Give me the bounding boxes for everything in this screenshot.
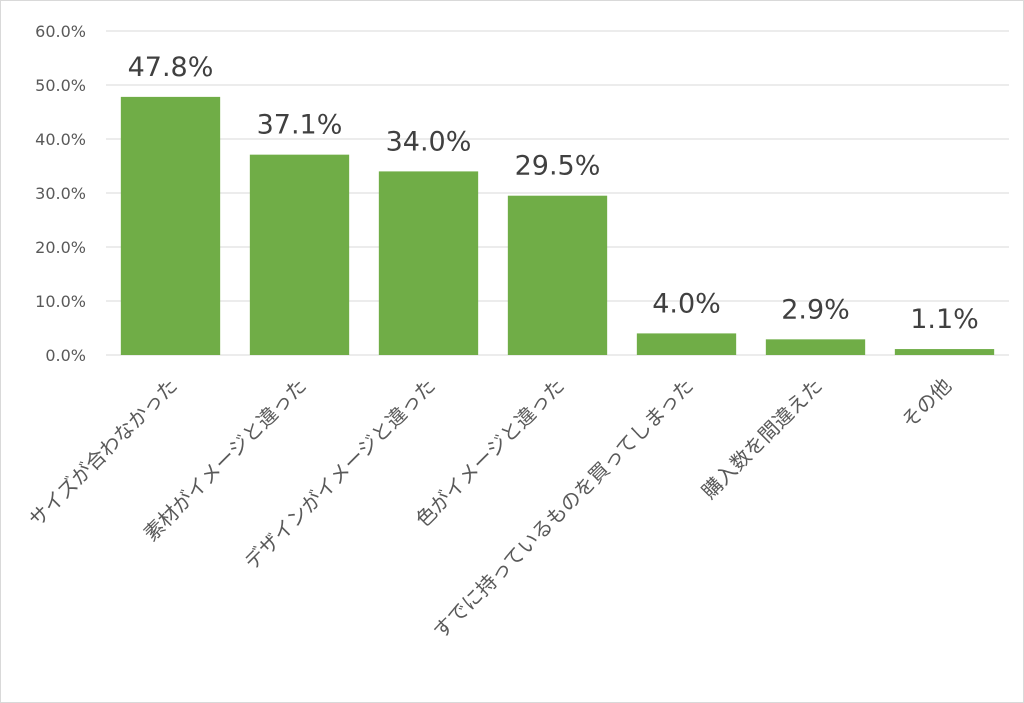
y-tick-label: 50.0%	[35, 76, 86, 95]
bar	[120, 96, 221, 355]
bars	[120, 96, 995, 355]
x-axis-category-labels: サイズが合わなかった素材がイメージと違ったデザインがイメージと違った色がイメージ…	[24, 374, 956, 644]
data-label: 2.9%	[781, 294, 850, 325]
y-tick-label: 0.0%	[45, 346, 86, 365]
bar	[765, 339, 866, 355]
bar	[249, 154, 350, 355]
category-label: すでに持っているものを買ってしまった	[428, 374, 698, 644]
data-label: 29.5%	[515, 151, 601, 182]
data-label: 47.8%	[128, 52, 214, 83]
y-tick-label: 10.0%	[35, 292, 86, 311]
y-axis-tick-labels: 0.0% 10.0% 20.0% 30.0% 40.0% 50.0% 60.0%	[35, 22, 86, 365]
category-label: 購入数を間違えた	[697, 374, 827, 504]
bar	[378, 171, 479, 355]
bar	[507, 195, 608, 355]
category-label: サイズが合わなかった	[24, 374, 182, 532]
y-tick-label: 20.0%	[35, 238, 86, 257]
data-label: 34.0%	[386, 126, 472, 157]
category-label: その他	[897, 374, 956, 433]
y-tick-label: 30.0%	[35, 184, 86, 203]
y-tick-label: 60.0%	[35, 22, 86, 41]
bar	[636, 333, 737, 355]
bar	[894, 349, 995, 355]
data-label: 1.1%	[910, 304, 979, 335]
data-label: 4.0%	[652, 288, 721, 319]
data-labels: 47.8% 37.1% 34.0% 29.5% 4.0% 2.9% 1.1%	[128, 52, 979, 335]
data-label: 37.1%	[257, 110, 343, 141]
y-tick-label: 40.0%	[35, 130, 86, 149]
